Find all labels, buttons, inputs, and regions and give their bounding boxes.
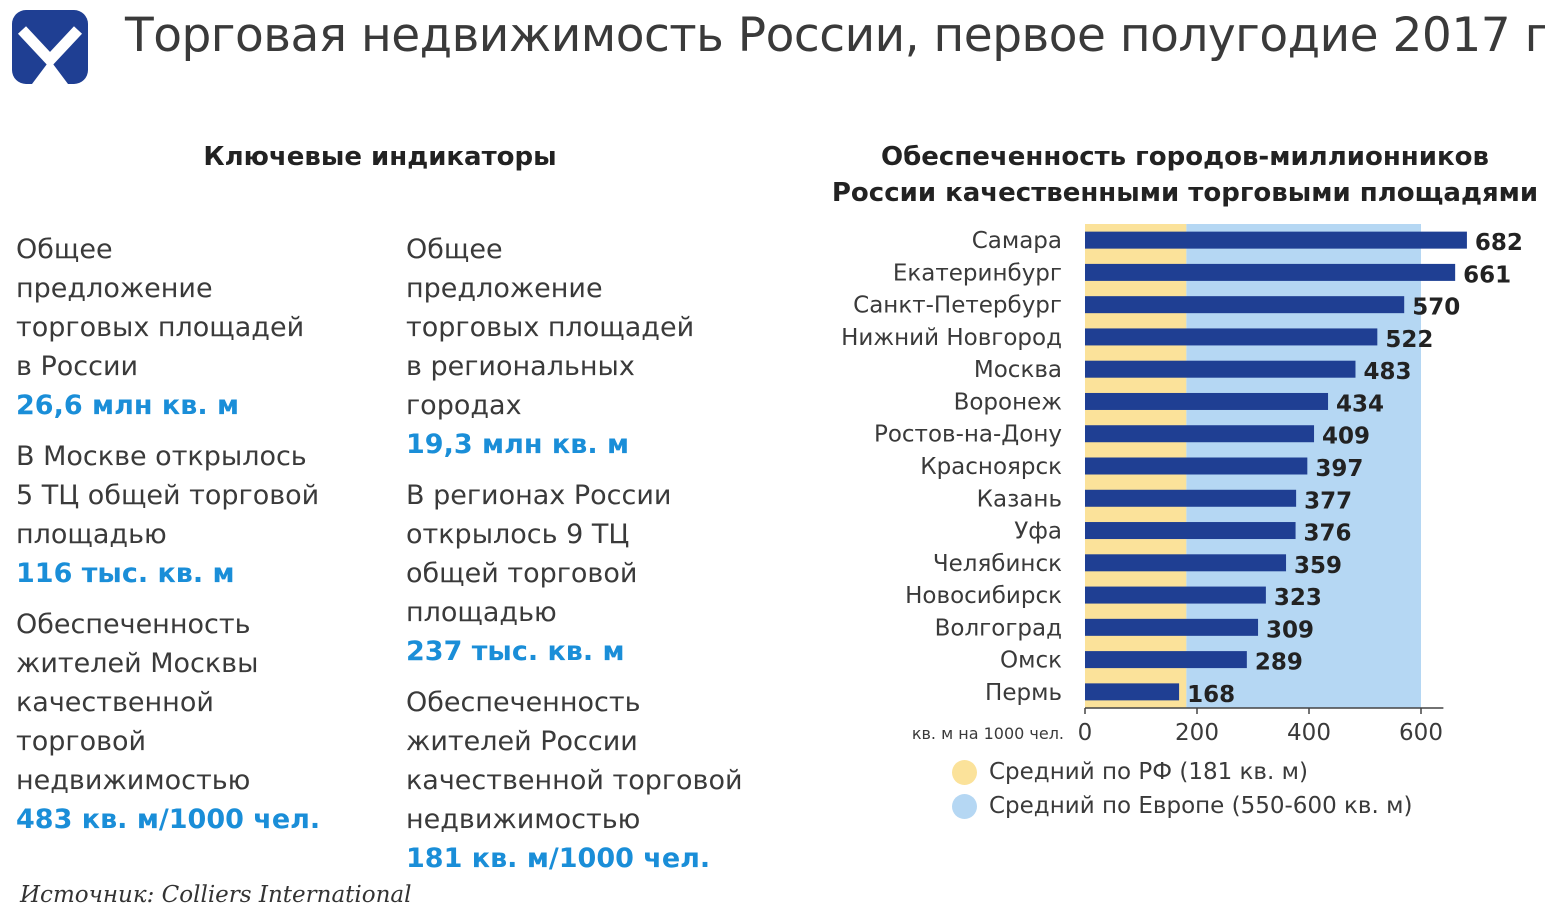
value-label: 661 [1463, 262, 1511, 288]
x-tick-label: 600 [1399, 720, 1443, 746]
category-label: Нижний Новгород [841, 325, 1062, 351]
x-tick-label: 200 [1175, 720, 1219, 746]
category-label: Санкт-Петербург [853, 293, 1062, 319]
value-label: 376 [1304, 521, 1352, 547]
category-label: Красноярск [920, 454, 1062, 480]
bar [1085, 554, 1287, 572]
chart-legend: Средний по РФ (181 кв. м) Средний по Евр… [952, 755, 1412, 823]
category-label: Волгоград [935, 615, 1062, 641]
category-label: Воронеж [954, 389, 1062, 415]
value-label: 309 [1266, 617, 1314, 643]
indicator-label: Общее предложение торговых площадей в Ро… [16, 234, 305, 382]
value-label: 522 [1385, 327, 1433, 353]
bar [1085, 296, 1405, 314]
bar [1085, 328, 1378, 346]
bar-chart: Самара 682 Екатеринбург 661 Санкт-Петербург 5… [841, 224, 1523, 746]
indicator-label: Обеспеченность жителей России качественн… [406, 687, 743, 835]
value-label: 168 [1187, 682, 1235, 708]
category-label: Челябинск [933, 551, 1062, 577]
value-label: 409 [1322, 424, 1370, 450]
x-axis-unit-label: кв. м на 1000 чел. [912, 724, 1064, 743]
chart-title: Обеспеченность городов-миллионников Росс… [831, 142, 1539, 208]
indicators-title: Ключевые индикаторы [203, 142, 557, 172]
bar [1085, 618, 1259, 636]
indicator-label: В регионах России открылось 9 ТЦ общей т… [406, 480, 672, 628]
category-label: Москва [974, 357, 1062, 383]
indicator-regional-supply: Общее предложение торговых площадей в ре… [406, 230, 786, 464]
bar [1085, 683, 1180, 701]
bar [1085, 231, 1467, 249]
value-label: 397 [1315, 456, 1363, 482]
bar [1085, 489, 1297, 507]
legend-swatch-yellow [952, 759, 977, 785]
legend-item-russia-average: Средний по РФ (181 кв. м) [952, 755, 1412, 789]
indicator-value: 181 кв. м/1000 чел. [406, 843, 711, 874]
indicator-value: 19,3 млн кв. м [406, 429, 630, 460]
value-label: 570 [1412, 295, 1460, 321]
value-label: 289 [1255, 650, 1303, 676]
indicators-left-column: Общее предложение торговых площадей в Ро… [16, 230, 396, 851]
page-title: Торговая недвижимость России, первое пол… [125, 8, 1545, 63]
indicator-total-supply: Общее предложение торговых площадей в Ро… [16, 230, 396, 425]
value-label: 483 [1363, 359, 1411, 385]
source-note: Источник: Colliers International [20, 882, 412, 908]
value-label: 377 [1304, 488, 1352, 514]
bar [1085, 586, 1266, 604]
indicators-right-column: Общее предложение торговых площадей в ре… [406, 230, 786, 890]
legend-label: Средний по Европе (550-600 кв. м) [989, 793, 1413, 819]
indicator-label: Обеспеченность жителей Москвы качественн… [16, 609, 259, 796]
category-label: Самара [972, 228, 1062, 254]
category-label: Казань [977, 486, 1062, 512]
bar [1085, 392, 1329, 410]
bar [1085, 651, 1247, 669]
legend-label: Средний по РФ (181 кв. м) [989, 759, 1308, 785]
indicator-label: Общее предложение торговых площадей в ре… [406, 234, 695, 421]
category-label: Уфа [1014, 519, 1062, 545]
indicator-value: 483 кв. м/1000 чел. [16, 804, 321, 835]
bar [1085, 457, 1308, 475]
indicator-regional-openings: В регионах России открылось 9 ТЦ общей т… [406, 476, 786, 671]
category-label: Омск [1000, 648, 1062, 674]
indicator-label: В Москве открылось 5 ТЦ общей торговой п… [16, 441, 320, 550]
category-label: Ростов-на-Дону [874, 422, 1062, 448]
value-label: 323 [1274, 585, 1322, 611]
bar [1085, 425, 1315, 443]
indicator-russia-provision: Обеспеченность жителей России качественн… [406, 683, 786, 878]
indicator-value: 237 тыс. кв. м [406, 636, 625, 667]
value-label: 682 [1475, 230, 1523, 256]
category-label: Новосибирск [905, 583, 1062, 609]
value-label: 434 [1336, 391, 1384, 417]
indicator-moscow-provision: Обеспеченность жителей Москвы качественн… [16, 605, 396, 839]
x-tick-label: 400 [1287, 720, 1331, 746]
legend-swatch-blue [952, 793, 977, 819]
indicator-value: 26,6 млн кв. м [16, 390, 240, 421]
x-tick-label: 0 [1078, 720, 1093, 746]
category-label: Екатеринбург [893, 260, 1062, 286]
value-label: 359 [1294, 553, 1342, 579]
logo [12, 10, 88, 84]
bar [1085, 263, 1456, 281]
bar [1085, 360, 1356, 378]
legend-item-europe-average: Средний по Европе (550-600 кв. м) [952, 789, 1412, 823]
indicator-moscow-openings: В Москве открылось 5 ТЦ общей торговой п… [16, 437, 396, 593]
indicator-value: 116 тыс. кв. м [16, 558, 235, 589]
category-label: Пермь [985, 680, 1062, 706]
bar [1085, 522, 1296, 540]
